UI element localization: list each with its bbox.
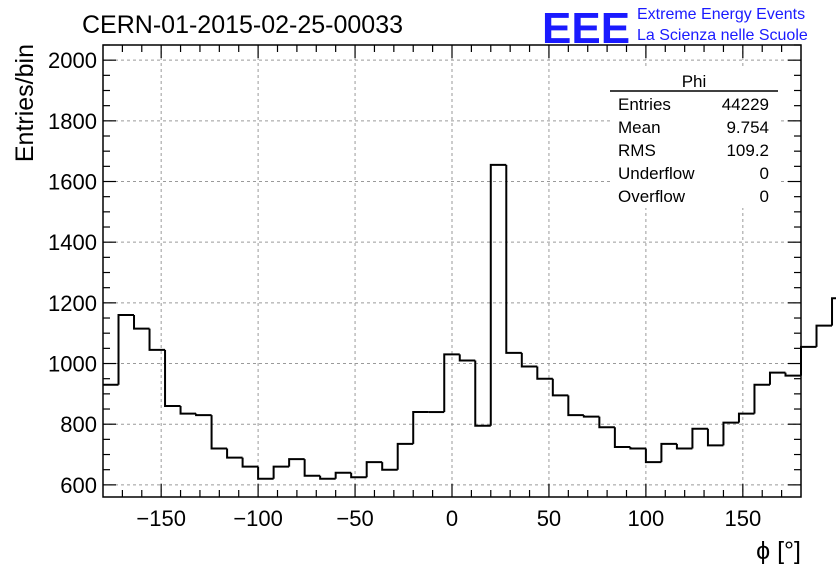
histogram-bin: [815, 324, 833, 347]
y-tick-label: 800: [60, 412, 97, 437]
y-tick-label: 2000: [48, 48, 97, 73]
stats-label: Overflow: [618, 187, 686, 206]
histogram-bin: [567, 395, 584, 417]
histogram-bin: [784, 372, 801, 377]
run-title: CERN-01-2015-02-25-00033: [82, 11, 403, 39]
stats-value: 9.754: [726, 118, 769, 137]
y-tick-label: 1200: [48, 291, 97, 316]
histogram-bin: [800, 345, 817, 376]
y-tick-label: 1400: [48, 230, 97, 255]
histogram-bin: [164, 349, 181, 407]
histogram-bin: [536, 366, 553, 380]
histogram-bin: [257, 466, 274, 480]
histogram-bin: [319, 475, 336, 480]
stats-label: Mean: [618, 118, 661, 137]
histogram-bin: [412, 411, 429, 444]
histogram-bin: [598, 416, 615, 429]
histogram-bin: [551, 378, 569, 397]
histogram-bin: [768, 371, 786, 385]
histogram-bin: [117, 313, 135, 385]
grid-lines: [103, 45, 801, 497]
histogram-bin: [396, 442, 414, 470]
stats-value: 0: [760, 164, 769, 183]
histogram-bin: [613, 427, 631, 448]
y-tick-label: 600: [60, 473, 97, 498]
eee-logo: EEE Extreme Energy Events La Scienza nel…: [542, 4, 808, 53]
histogram-bin: [288, 458, 305, 467]
stats-label: Entries: [618, 95, 671, 114]
histogram-bin: [148, 328, 166, 351]
x-tick-label: −150: [136, 506, 186, 531]
histogram-bin: [520, 352, 538, 368]
histogram-bin: [706, 428, 724, 447]
histogram-bin: [474, 360, 491, 427]
histogram-bin: [675, 443, 693, 450]
histogram-bin: [272, 465, 290, 479]
histogram-bin: [133, 314, 150, 330]
stats-label: RMS: [618, 141, 656, 160]
x-tick-label: 0: [446, 506, 458, 531]
x-axis-label: ϕ [°]: [756, 537, 801, 565]
histogram-bin: [737, 412, 755, 423]
y-tick-label: 1600: [48, 170, 97, 195]
x-tick-label: −100: [233, 506, 283, 531]
histogram-bin: [458, 354, 476, 362]
histogram-bin: [722, 421, 739, 446]
histogram-bin: [831, 297, 836, 326]
histogram-bin: [644, 448, 662, 464]
eee-logo-mark: EEE: [542, 4, 630, 53]
histogram-bin: [582, 415, 600, 418]
x-tick-label: 100: [628, 506, 665, 531]
histogram-bin: [381, 462, 398, 471]
histogram-bin: [753, 383, 770, 414]
histogram-bin: [365, 461, 383, 478]
histogram-bin: [350, 472, 367, 479]
stats-value: 0: [760, 187, 769, 206]
x-tick-label: 150: [724, 506, 761, 531]
stats-value: 109.2: [726, 141, 769, 160]
histogram-bin: [691, 427, 708, 449]
histogram-bin: [629, 446, 646, 450]
stats-label: Underflow: [618, 164, 695, 183]
histogram-bin: [505, 164, 522, 354]
histogram-bin: [179, 405, 197, 415]
x-tick-label: −50: [336, 506, 373, 531]
y-tick-label: 1000: [48, 352, 97, 377]
histogram-bin: [660, 442, 677, 463]
logo-line-1: Extreme Energy Events: [637, 6, 805, 23]
histogram-bin: [303, 459, 321, 477]
histogram-bin: [489, 163, 507, 426]
stats-value: 44229: [722, 95, 769, 114]
histogram-bin: [241, 457, 259, 468]
histogram-bin: [195, 413, 212, 417]
histogram-bin: [226, 448, 243, 459]
y-tick-label: 1800: [48, 109, 97, 134]
x-tick-label: 50: [537, 506, 561, 531]
axes: −150 −100 −50 0 50 100 150 600 800 1000 1200 1400 16…: [48, 44, 802, 531]
histogram-bin: [210, 415, 228, 450]
stats-box: Phi Entries 44229 Mean 9.754 RMS 109.2 U…: [610, 68, 778, 208]
logo-line-2: La Scienza nelle Scuole: [637, 27, 808, 44]
histogram-bin: [443, 353, 460, 413]
stats-title: Phi: [682, 72, 707, 91]
y-axis-label: Entries/bin: [11, 44, 39, 162]
histogram-bin: [334, 471, 352, 479]
